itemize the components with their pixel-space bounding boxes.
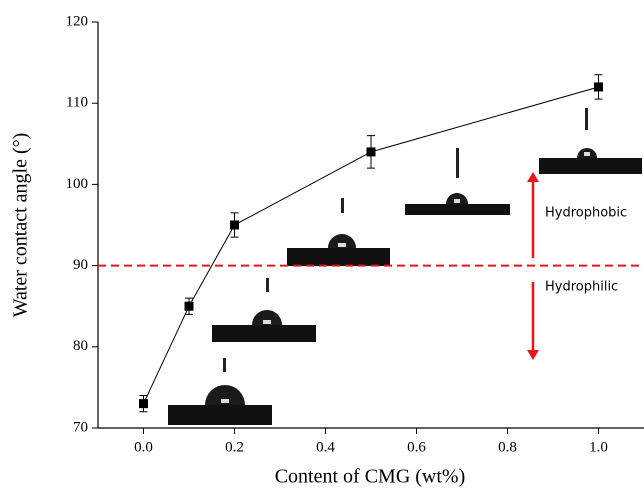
x-tick-label: 1.0 xyxy=(589,439,608,455)
y-tick-label: 80 xyxy=(73,338,88,354)
marker xyxy=(230,220,239,230)
y-tick-label: 120 xyxy=(66,13,89,29)
x-tick-label: 0.2 xyxy=(225,439,244,455)
x-tick-label: 0.0 xyxy=(134,439,153,455)
x-axis-label: Content of CMG (wt%) xyxy=(275,466,466,488)
annotation: Hydrophilic xyxy=(545,280,618,295)
y-tick-label: 90 xyxy=(73,257,88,273)
y-tick-label: 110 xyxy=(66,95,88,111)
marker xyxy=(184,301,194,311)
x-tick-label: 0.6 xyxy=(407,439,426,455)
droplet-images xyxy=(168,108,642,425)
marker xyxy=(139,399,148,409)
x-tick-label: 0.4 xyxy=(316,439,335,455)
red-arrows xyxy=(527,172,539,360)
data-line xyxy=(143,86,599,404)
annotation: Hydrophobic xyxy=(545,206,627,221)
x-tick-label: 0.8 xyxy=(498,439,517,455)
y-axis-label: Water contact angle (°) xyxy=(10,133,32,318)
marker xyxy=(594,82,603,92)
y-tick-label: 100 xyxy=(66,176,89,192)
marker xyxy=(366,147,376,157)
y-tick-label: 70 xyxy=(73,419,88,435)
